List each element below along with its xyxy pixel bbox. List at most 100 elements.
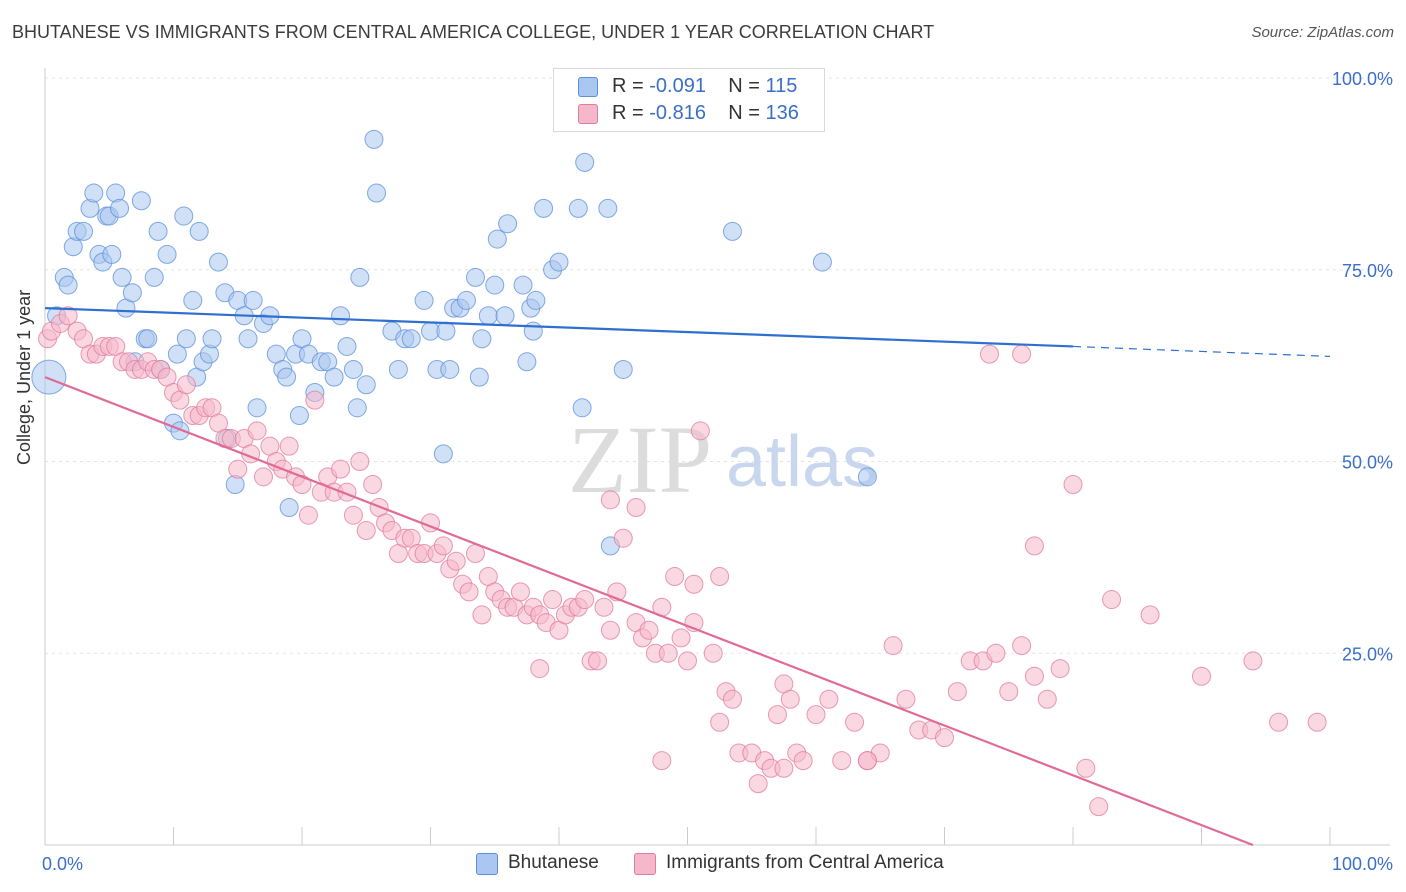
point-bhutanese <box>174 206 194 226</box>
trend-lines <box>44 307 1331 847</box>
point-bhutanese <box>122 283 142 303</box>
point-central-america <box>671 628 691 648</box>
point-central-america <box>652 751 672 771</box>
point-central-america <box>1024 536 1044 556</box>
point-bhutanese <box>367 183 387 203</box>
r-label: R = <box>612 75 644 97</box>
point-bhutanese <box>337 336 357 356</box>
point-central-america <box>748 774 768 794</box>
point-bhutanese <box>356 375 376 395</box>
trend-line-central-america <box>44 376 1254 847</box>
point-bhutanese <box>478 306 498 326</box>
point-bhutanese <box>534 198 554 218</box>
point-bhutanese <box>247 398 267 418</box>
point-central-america <box>1012 636 1032 656</box>
point-central-america <box>253 467 273 487</box>
point-bhutanese <box>364 129 384 149</box>
legend-swatch-central-america <box>634 853 656 875</box>
point-bhutanese <box>485 275 505 295</box>
grid-lines <box>45 77 1390 654</box>
point-bhutanese <box>170 421 190 441</box>
point-bhutanese <box>523 321 543 341</box>
legend-label-bhutanese: Bhutanese <box>508 852 599 873</box>
point-central-america <box>1269 712 1289 732</box>
point-central-america <box>459 582 479 602</box>
point-bhutanese <box>487 229 507 249</box>
point-central-america <box>626 498 646 518</box>
point-central-america <box>1050 659 1070 679</box>
point-bhutanese <box>112 267 132 287</box>
point-central-america <box>857 751 877 771</box>
point-bhutanese <box>343 359 363 379</box>
point-central-america <box>543 590 563 610</box>
point-central-america <box>298 505 318 525</box>
point-central-america <box>1089 797 1109 817</box>
point-bhutanese <box>857 467 877 487</box>
point-bhutanese <box>238 329 258 349</box>
point-bhutanese <box>722 221 742 241</box>
point-central-america <box>613 528 633 548</box>
point-central-america <box>1012 344 1032 364</box>
point-central-america <box>722 689 742 709</box>
point-bhutanese <box>517 352 537 372</box>
point-bhutanese <box>469 367 489 387</box>
point-central-america <box>947 682 967 702</box>
point-central-america <box>58 306 78 326</box>
watermark: ZIP atlas <box>568 406 878 513</box>
legend-label-central-america: Immigrants from Central America <box>666 852 944 873</box>
point-bhutanese <box>167 344 187 364</box>
point-bhutanese <box>58 275 78 295</box>
point-bhutanese <box>433 444 453 464</box>
point-bhutanese <box>401 329 421 349</box>
point-bhutanese <box>347 398 367 418</box>
point-bhutanese <box>208 252 228 272</box>
point-central-america <box>279 436 299 456</box>
point-bhutanese <box>613 359 633 379</box>
trend-line-bhutanese-extension <box>1072 345 1331 358</box>
r-value: -0.091 <box>649 75 706 97</box>
point-central-america <box>832 751 852 771</box>
point-central-america <box>658 643 678 663</box>
point-central-america <box>594 597 614 617</box>
point-bhutanese <box>350 267 370 287</box>
point-central-america <box>1140 605 1160 625</box>
axes <box>44 68 1390 846</box>
point-central-america <box>588 651 608 671</box>
point-bhutanese <box>84 183 104 203</box>
point-bhutanese <box>74 221 94 241</box>
r-value: -0.816 <box>649 102 706 124</box>
point-central-america <box>774 758 794 778</box>
point-bhutanese <box>131 191 151 211</box>
point-central-america <box>999 682 1019 702</box>
x-tick-label: 0.0% <box>42 854 83 874</box>
point-central-america <box>1076 758 1096 778</box>
point-central-america <box>363 475 383 495</box>
watermark-atlas: atlas <box>726 422 878 502</box>
chart-title: BHUTANESE VS IMMIGRANTS FROM CENTRAL AME… <box>12 22 935 42</box>
point-central-america <box>690 421 710 441</box>
point-bhutanese <box>465 267 485 287</box>
point-bhutanese <box>575 152 595 172</box>
data-points <box>31 129 1327 817</box>
point-central-america <box>845 712 865 732</box>
n-value: 115 <box>765 75 798 97</box>
point-bhutanese <box>277 367 297 387</box>
point-central-america <box>1063 475 1083 495</box>
point-central-america <box>665 567 685 587</box>
y-axis-label: College, Under 1 year <box>14 289 34 465</box>
point-central-america <box>684 574 704 594</box>
y-tick-label: 25.0% <box>1342 644 1393 664</box>
watermark-zip: ZIP <box>568 406 712 513</box>
point-bhutanese <box>456 290 476 310</box>
n-label: N = <box>728 75 760 97</box>
point-central-america <box>819 689 839 709</box>
point-bhutanese <box>572 398 592 418</box>
r-label: R = <box>612 102 644 124</box>
point-bhutanese <box>176 329 196 349</box>
n-value: 136 <box>765 102 799 124</box>
point-central-america <box>986 643 1006 663</box>
point-bhutanese <box>31 359 67 395</box>
point-central-america <box>575 590 595 610</box>
point-central-america <box>1192 666 1211 686</box>
